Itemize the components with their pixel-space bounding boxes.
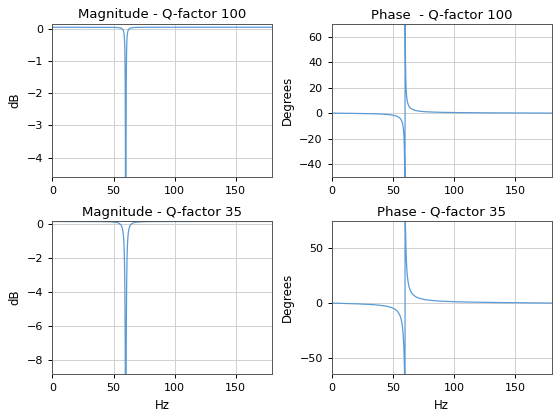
Y-axis label: Degrees: Degrees bbox=[281, 273, 294, 322]
Y-axis label: Degrees: Degrees bbox=[281, 76, 293, 125]
Y-axis label: dB: dB bbox=[8, 92, 21, 108]
X-axis label: Hz: Hz bbox=[434, 399, 449, 412]
Y-axis label: dB: dB bbox=[8, 290, 21, 305]
Title: Phase - Q-factor 35: Phase - Q-factor 35 bbox=[377, 205, 506, 218]
Title: Magnitude - Q-factor 100: Magnitude - Q-factor 100 bbox=[78, 8, 246, 21]
Title: Magnitude - Q-factor 35: Magnitude - Q-factor 35 bbox=[82, 205, 242, 218]
Title: Phase  - Q-factor 100: Phase - Q-factor 100 bbox=[371, 8, 512, 21]
X-axis label: Hz: Hz bbox=[155, 399, 170, 412]
